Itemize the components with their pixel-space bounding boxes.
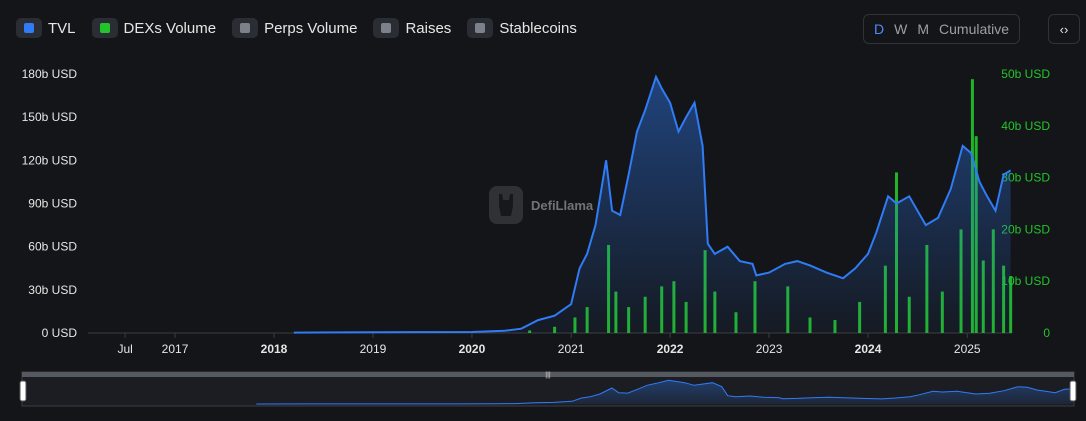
period-selector: D W M Cumulative bbox=[863, 14, 1021, 44]
y-left-tick-label: 150b USD bbox=[22, 110, 78, 124]
period-daily-button[interactable]: D bbox=[874, 21, 885, 37]
embed-button[interactable]: ‹› bbox=[1048, 14, 1080, 44]
plot-area bbox=[293, 74, 1013, 334]
legend-dot-tvl bbox=[24, 23, 34, 33]
legend-label-raises: Raises bbox=[405, 19, 452, 37]
y-left-tick-label: 180b USD bbox=[22, 67, 78, 81]
x-tick-label: 2022 bbox=[657, 342, 684, 356]
legend-item-dexs-volume[interactable]: DEXs Volume bbox=[88, 16, 221, 40]
period-weekly-button[interactable]: W bbox=[894, 21, 908, 37]
legend-item-perps-volume[interactable]: Perps Volume bbox=[228, 16, 361, 40]
legend-dot-perps-volume bbox=[240, 23, 251, 33]
legend-swatch-tvl bbox=[16, 18, 42, 38]
navigator-scrollbar bbox=[22, 372, 1074, 377]
y-axis-right: 0 10b USD 20b USD 30b USD 40b USD 50b USD bbox=[1001, 67, 1050, 340]
x-tick-label: 2024 bbox=[855, 342, 882, 356]
legend-item-stablecoins[interactable]: Stablecoins bbox=[463, 16, 581, 40]
y-right-tick-label: 10b USD bbox=[1001, 274, 1050, 288]
x-tick-label: 2017 bbox=[162, 342, 189, 356]
dex-volume-bar bbox=[1009, 276, 1013, 333]
y-left-tick-label: 60b USD bbox=[28, 240, 77, 254]
y-left-tick-label: 30b USD bbox=[28, 283, 77, 297]
x-tick-label: 2023 bbox=[756, 342, 783, 356]
y-axis-left: 0 USD 30b USD 60b USD 90b USD 120b USD 150b U… bbox=[22, 67, 78, 340]
llama-logo-shape bbox=[499, 194, 513, 216]
range-navigator[interactable]: ||| bbox=[19, 371, 1077, 407]
y-right-tick-label: 30b USD bbox=[1001, 171, 1050, 185]
y-right-tick-label: 0 bbox=[1043, 326, 1050, 340]
legend-swatch-perps-volume bbox=[232, 18, 259, 38]
y-right-tick-label: 20b USD bbox=[1001, 222, 1050, 236]
navigator-tvl-line bbox=[256, 379, 1073, 405]
x-tick-label: 2021 bbox=[558, 342, 585, 356]
legend-swatch-raises bbox=[373, 18, 400, 38]
x-tick-label: 2018 bbox=[261, 342, 288, 356]
legend-label-perps-volume: Perps Volume bbox=[264, 19, 358, 37]
legend-item-tvl[interactable]: TVL bbox=[12, 16, 80, 40]
tvl-line bbox=[293, 74, 1012, 334]
legend-swatch-stablecoins bbox=[467, 18, 494, 38]
legend-item-raises[interactable]: Raises bbox=[369, 16, 455, 40]
period-monthly-button[interactable]: M bbox=[917, 21, 930, 37]
legend-label-dexs-volume: DEXs Volume bbox=[123, 19, 217, 37]
legend-dot-dexs-volume bbox=[99, 23, 110, 33]
watermark: DefiLlama bbox=[489, 186, 593, 224]
navigator-handle-right[interactable] bbox=[1069, 380, 1077, 402]
legend: TVL DEXs Volume Perps Volume Raises Stab… bbox=[12, 16, 581, 40]
legend-label-tvl: TVL bbox=[48, 19, 76, 37]
y-left-tick-label: 120b USD bbox=[22, 153, 78, 167]
y-right-tick-label: 40b USD bbox=[1001, 119, 1050, 133]
legend-dot-stablecoins bbox=[475, 23, 486, 33]
y-left-tick-label: 90b USD bbox=[28, 197, 77, 211]
legend-label-stablecoins: Stablecoins bbox=[499, 19, 577, 37]
x-tick-label: 2019 bbox=[360, 342, 387, 356]
llama-logo-icon bbox=[489, 186, 523, 224]
tvl-area bbox=[293, 76, 1011, 334]
x-tick-label: Jul bbox=[117, 342, 132, 356]
navigator-handle-left[interactable] bbox=[19, 380, 27, 402]
navigator-grip-icon: ||| bbox=[545, 372, 551, 379]
y-right-tick-label: 50b USD bbox=[1001, 67, 1050, 81]
watermark-text: DefiLlama bbox=[531, 197, 594, 213]
x-tick-label: 2025 bbox=[954, 342, 981, 356]
y-left-tick-label: 0 USD bbox=[42, 326, 78, 340]
navigator-tvl-area bbox=[256, 380, 1073, 404]
code-icon: ‹› bbox=[1059, 21, 1069, 37]
x-axis: Jul 2017 2018 2019 2020 2021 2022 2023 2024 2025 bbox=[88, 332, 1012, 356]
x-tick-label: 2020 bbox=[459, 342, 486, 356]
period-cumulative-button[interactable]: Cumulative bbox=[939, 21, 1010, 37]
legend-swatch-dexs-volume bbox=[91, 18, 118, 38]
legend-dot-raises bbox=[381, 23, 392, 33]
